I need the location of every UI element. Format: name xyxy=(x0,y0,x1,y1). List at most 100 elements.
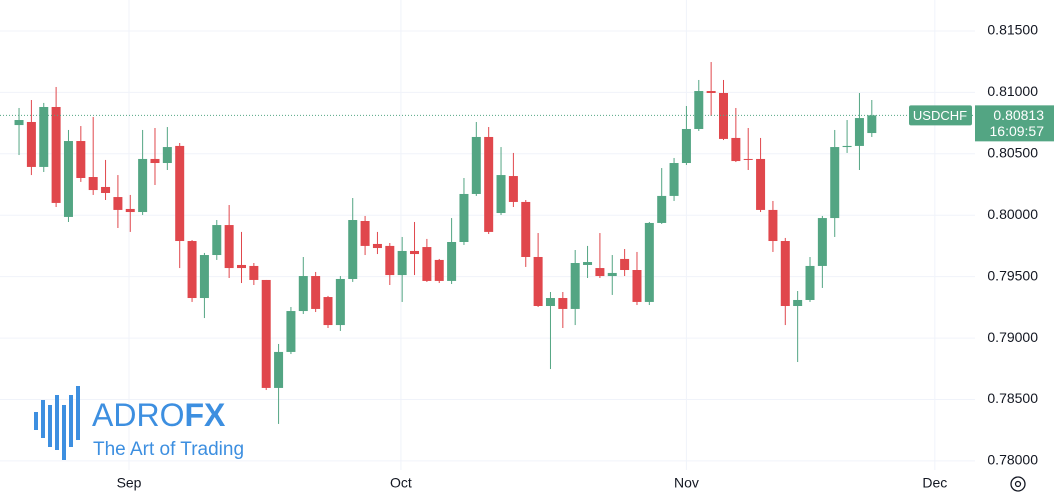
candle-body xyxy=(175,145,185,242)
logo: ADROFX The Art of Trading xyxy=(34,386,244,460)
candle-body xyxy=(459,193,469,243)
candle-body xyxy=(570,263,580,309)
candle-body xyxy=(496,175,506,214)
candle-body xyxy=(607,272,617,277)
countdown-label: 16:09:57 xyxy=(990,123,1045,139)
candle-body xyxy=(311,276,321,309)
candle-body xyxy=(731,137,741,162)
candle-body xyxy=(26,121,36,167)
candle-body xyxy=(681,128,691,164)
candle-body xyxy=(817,218,827,266)
candle-body xyxy=(669,163,679,196)
logo-bar xyxy=(48,405,52,447)
logo-bar xyxy=(41,400,45,438)
candle-body xyxy=(620,258,630,271)
candle-body xyxy=(706,91,716,93)
candle-body xyxy=(88,177,98,191)
candle-body xyxy=(39,106,49,167)
y-tick-label: 0.81500 xyxy=(987,22,1038,38)
candle-body xyxy=(768,209,778,242)
candle-body xyxy=(632,270,642,302)
candle-body xyxy=(756,158,766,210)
candle-body xyxy=(644,222,654,302)
candle-body xyxy=(508,176,518,202)
candle-body xyxy=(780,241,790,307)
candle-body xyxy=(743,158,753,160)
candle-body xyxy=(76,141,86,179)
symbol-tag xyxy=(909,105,972,126)
candle-body xyxy=(583,262,593,265)
candle-body xyxy=(101,186,111,193)
candle-body xyxy=(372,243,382,249)
logo-bar xyxy=(69,395,73,447)
y-tick-label: 0.78500 xyxy=(987,390,1038,406)
candle-body xyxy=(521,201,531,257)
logo-brand-b: FX xyxy=(184,397,226,433)
candle-body xyxy=(830,147,840,219)
price-tag xyxy=(975,105,1054,142)
candle-body xyxy=(422,247,432,281)
candle-body xyxy=(335,278,345,326)
candle-body xyxy=(187,241,197,299)
candle-body xyxy=(360,220,370,246)
candle-body xyxy=(113,197,123,210)
candle-body xyxy=(484,136,494,232)
candle-body xyxy=(805,265,815,300)
y-tick-label: 0.81000 xyxy=(987,83,1038,99)
candle-body xyxy=(298,276,308,312)
settings-icon[interactable] xyxy=(1010,476,1026,492)
candle-body xyxy=(793,299,803,307)
x-tick-label: Nov xyxy=(674,475,699,491)
candle-body xyxy=(842,145,852,148)
candle-body xyxy=(694,91,704,129)
logo-bar xyxy=(76,386,80,440)
y-tick-label: 0.78000 xyxy=(987,452,1038,468)
candle-body xyxy=(385,245,395,276)
logo-bar xyxy=(55,395,59,450)
candle-body xyxy=(657,195,667,223)
candle-body xyxy=(348,220,358,279)
logo-tagline: The Art of Trading xyxy=(93,439,244,460)
logo-bar xyxy=(62,405,66,460)
candle-body xyxy=(274,351,284,388)
candle-body xyxy=(595,268,605,277)
candle-body xyxy=(558,298,568,309)
logo-bar xyxy=(34,412,38,430)
candle-body xyxy=(261,279,271,388)
y-tick-label: 0.80500 xyxy=(987,145,1038,161)
candle-body xyxy=(138,158,148,213)
candle-body xyxy=(14,120,24,126)
candle-body xyxy=(718,92,728,139)
candle-body xyxy=(224,225,234,269)
logo-brand: ADROFX xyxy=(92,397,226,433)
candle-body xyxy=(323,297,333,326)
candle-body xyxy=(162,147,172,164)
candle-body xyxy=(397,250,407,276)
candle-body xyxy=(447,242,457,281)
symbol-label: USDCHF xyxy=(913,108,967,123)
x-tick-label: Sep xyxy=(117,475,142,491)
candle-body xyxy=(63,141,73,217)
candle-body xyxy=(249,265,259,280)
candle-body xyxy=(410,250,420,255)
candle-body xyxy=(212,225,222,256)
x-tick-label: Dec xyxy=(922,475,947,491)
candle-body xyxy=(545,298,555,307)
y-tick-label: 0.79000 xyxy=(987,329,1038,345)
y-tick-label: 0.80000 xyxy=(987,206,1038,222)
candle-body xyxy=(236,264,246,269)
settings-icon-center xyxy=(1014,480,1022,488)
last-price-label: 0.80813 xyxy=(993,107,1044,123)
candle-body xyxy=(533,256,543,307)
candle-body xyxy=(867,115,877,134)
candle-body xyxy=(199,255,209,299)
candle-body xyxy=(471,136,481,194)
axis-labels: 0.78000 0.78500 0.79000 0.79500 0.80000 0.805… xyxy=(117,22,1054,491)
candle-body xyxy=(51,106,61,203)
x-tick-label: Oct xyxy=(390,475,412,491)
candle-body xyxy=(434,259,444,281)
candle-body xyxy=(150,158,160,164)
logo-brand-a: ADRO xyxy=(92,397,184,433)
y-tick-label: 0.79500 xyxy=(987,267,1038,283)
